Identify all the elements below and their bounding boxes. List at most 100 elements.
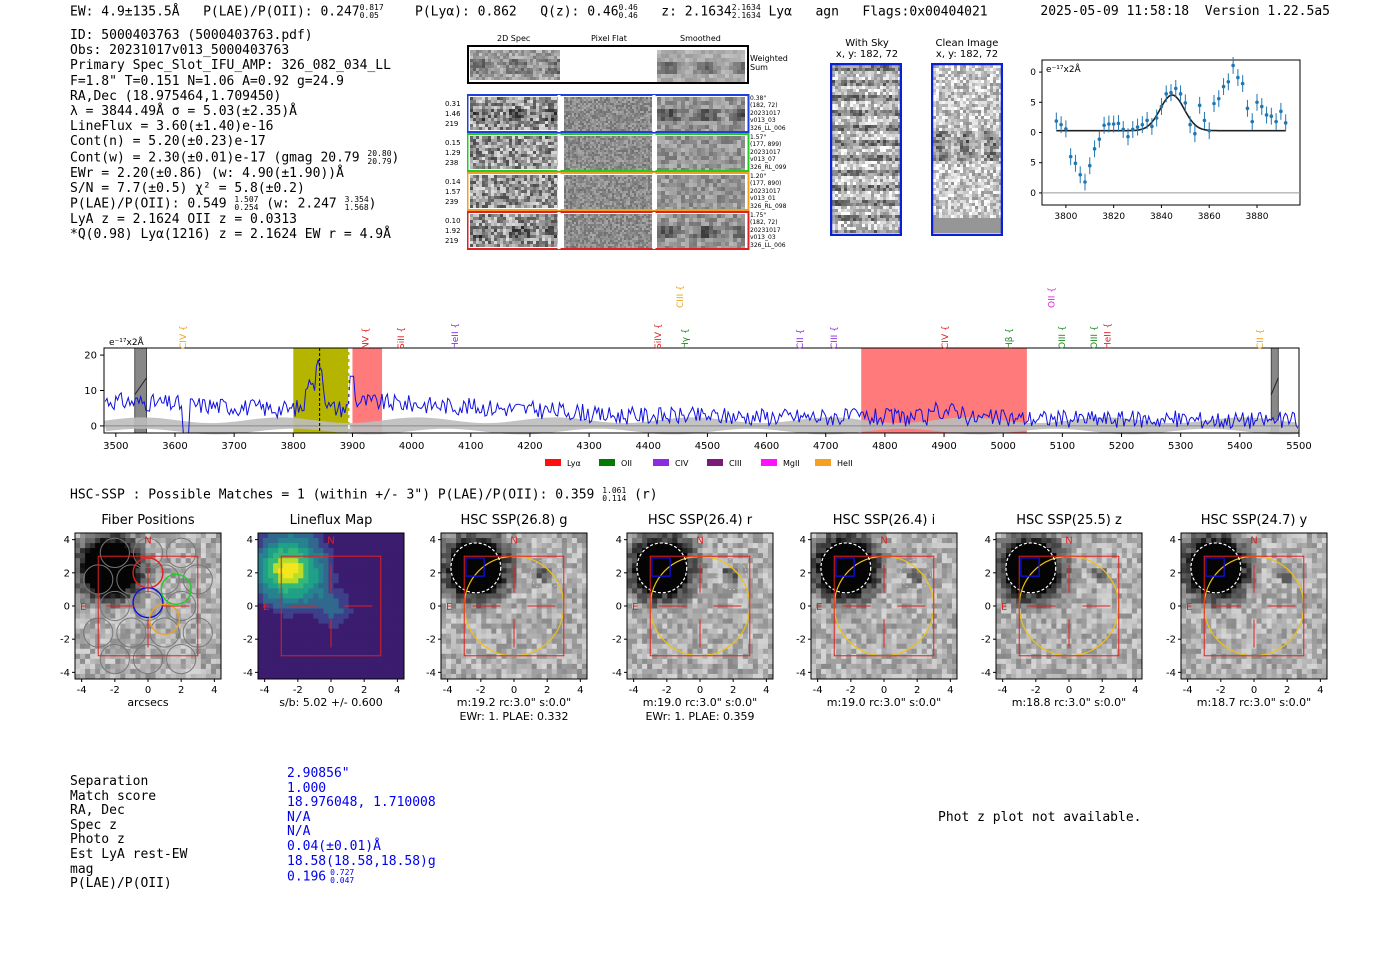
cutout-caption-2: EWr: 1. PLAE: 0.332: [459, 710, 569, 723]
fiber-circle: [99, 537, 130, 569]
match-key: Photo z: [70, 832, 125, 848]
catalog-ellipse-small: [716, 559, 747, 590]
spectrum-line-label: Hβ {: [1005, 328, 1015, 349]
north-label: N: [144, 536, 151, 547]
header-qz: Q(z): 0.46: [540, 4, 619, 20]
fiber-circle: [149, 564, 180, 595]
cutout-x-tick-label: -2: [846, 685, 856, 696]
zoom-data-point: [1202, 118, 1207, 123]
match-value: 0.04(±0.01)Å: [287, 838, 381, 854]
cutout-y-tick-label: 2: [430, 568, 436, 579]
spectrum-line-label: CII {: [796, 329, 806, 349]
noise-block: [470, 136, 560, 169]
spec2d-row-right-label: 1.57" (177, 899) 20231017 v013_07 326_RL_099: [750, 134, 787, 171]
cutout-y-tick-label: -4: [243, 668, 253, 679]
header-plae-range: 0.817 0.05: [359, 3, 384, 20]
spec2d-row-left-label: 0.15 1.29 238: [445, 139, 461, 167]
zoom-spectrum-chart: 0 5 10 15 20 3800 3820 3840 3860 3880 e⁻¹⁷x2Å: [1030, 56, 1301, 222]
zoom-data-point: [1087, 163, 1092, 168]
spectrum-x-tick-label: 4900: [931, 441, 956, 452]
cutout-y-tick-label: 2: [64, 568, 70, 579]
info-ewr: EWr = 2.20(±0.86) (w: 4.90(±1.90))Å: [70, 165, 344, 181]
north-label: N: [1065, 536, 1072, 547]
catalog-ellipse-small: [900, 559, 931, 590]
cutout-x-tick-label: -4: [260, 685, 270, 696]
match-box: [465, 557, 485, 577]
match-key: mag: [70, 861, 94, 877]
spectrum-x-tick-label: 3500: [103, 441, 128, 452]
zoom-x-tick-label: 3800: [1054, 212, 1077, 222]
spectrum-x-tick-label: 4800: [872, 441, 897, 452]
spectrum-x-tick-label: 3600: [162, 441, 187, 452]
match-value: 2.90856": [287, 766, 350, 781]
spectrum-line-label: HeII {: [1104, 323, 1114, 349]
cutout-x-tick-label: 2: [1099, 685, 1105, 696]
spectrum-x-tick-label: 5000: [990, 441, 1015, 452]
cutout-y-tick-label: 4: [800, 535, 806, 546]
zoom-data-point: [1259, 104, 1264, 109]
cutout-caption: s/b: 5.02 +/- 0.600: [279, 696, 383, 709]
cutout-y-tick-label: -2: [612, 635, 622, 646]
cutout-x-tick-label: 0: [1066, 685, 1072, 696]
header-z: z: 2.1634: [661, 4, 732, 20]
match-key: RA, Dec: [70, 803, 125, 819]
zoom-data-point: [1264, 113, 1269, 117]
cutout-image: N E -4 -4 -2 -2 0 0 2 2 4 4: [612, 532, 774, 696]
cutout-y-tick-label: 4: [247, 535, 253, 546]
cutout-x-tick-label: -2: [476, 685, 486, 696]
with-sky-image: [830, 63, 902, 236]
cutout-x-tick-label: 2: [730, 685, 736, 696]
legend-swatch: [545, 459, 561, 466]
spectrum-unit-label: e⁻¹⁷x2Å: [109, 336, 145, 348]
cutout-image: N E -4 -4 -2 -2 0 0 2 2 4 4: [243, 532, 405, 696]
spectrum-line-label-text: CIV {: [941, 325, 951, 349]
spectrum-line-label: HeII {: [451, 323, 461, 349]
header-line: Lyα: [768, 4, 792, 20]
zoom-unit-label: e⁻¹⁷x2Å: [1046, 63, 1082, 75]
spectrum-line-label-text: CII {: [796, 329, 806, 349]
cutout-x-tick-label: 0: [328, 685, 334, 696]
spectrum-x-tick-label: 5400: [1227, 441, 1252, 452]
zoom-data-point: [1121, 127, 1126, 132]
spectrum-flux-line: [104, 359, 1299, 434]
legend-label: OII: [621, 459, 632, 468]
cutout-y-tick-label: 4: [985, 535, 991, 546]
cutout-x-tick-label: 0: [1251, 685, 1257, 696]
info-primary: Primary Spec_Slot_IFU_AMP: 326_082_034_L…: [70, 58, 391, 74]
cutout-x-tick-label: 4: [577, 685, 583, 696]
spectrum-line-label-text: Hγ {: [681, 328, 691, 349]
legend-label: CIV: [675, 459, 689, 468]
legend-label: CIII: [729, 459, 742, 468]
noise-block: [657, 214, 745, 250]
search-box: [97, 555, 199, 657]
match-value: N/A: [287, 809, 311, 825]
cutout-y-tick-label: -4: [1166, 668, 1176, 679]
match-key: Est LyA rest-EW: [70, 846, 188, 862]
cutout-x-tick-label: -2: [1031, 685, 1041, 696]
catalog-ellipse: [636, 542, 688, 594]
fiber-circle-green: [160, 573, 192, 606]
zoom-data-point: [1135, 125, 1140, 129]
detection-info: ID: 5000403763 (5000403763.pdf) Obs: 202…: [70, 28, 399, 242]
noise-block: [564, 136, 652, 170]
cutout-pixels: [75, 533, 222, 680]
zoom-data-point: [1221, 84, 1226, 89]
catalog-ellipse: [1190, 542, 1242, 594]
match-value: 0.196 0.727 0.047: [287, 868, 355, 886]
cutout-image: N E -4 -4 -2 -2 0 0 2 2 4 4: [426, 532, 588, 696]
zoom-data-point: [1245, 106, 1250, 111]
spec2d-images: [467, 45, 750, 250]
spectrum-x-tick-label: 4000: [399, 441, 424, 452]
zoom-data-point: [1173, 86, 1178, 91]
noise-block: [657, 175, 745, 211]
zoom-data-point: [1059, 122, 1063, 127]
cutout-y-tick-label: -2: [981, 635, 991, 646]
phot-z-note: Phot z plot not available.: [938, 810, 1142, 825]
spectrum-line-label: Hγ {: [681, 328, 691, 349]
cutout-caption: m:19.0 rc:3.0" s:0.0": [826, 696, 942, 709]
cutout-x-tick-label: 2: [178, 685, 184, 696]
cutout-caption: m:19.2 rc:3.0" s:0.0": [456, 696, 572, 709]
spectrum-x-tick-label: 3700: [221, 441, 246, 452]
cutout-y-tick-label: 4: [1170, 535, 1176, 546]
north-label: N: [696, 536, 703, 547]
